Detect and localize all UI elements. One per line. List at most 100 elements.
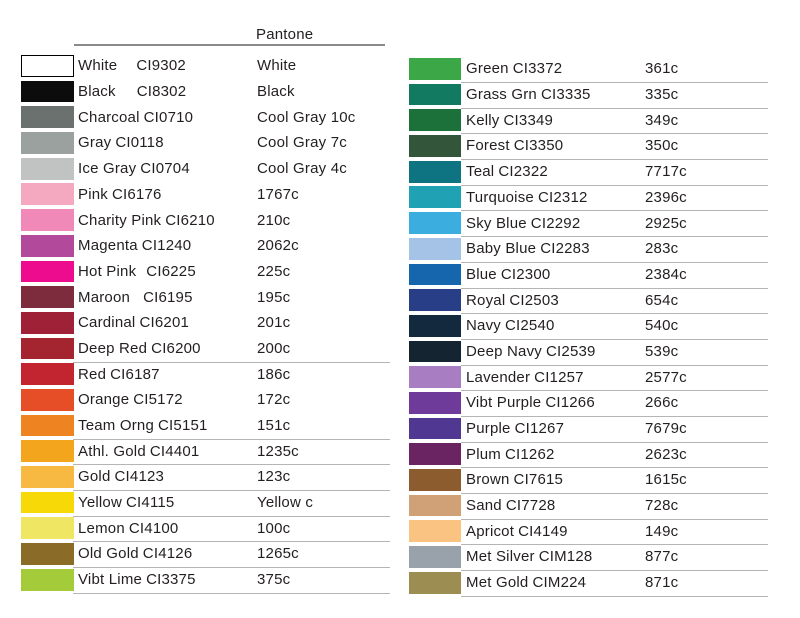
color-label-group: Charity Pink CI6210 [78,209,215,231]
color-name: Ice Gray [78,160,137,178]
color-name: Grass Grn [466,86,537,104]
color-name: Green [466,60,509,78]
pantone-value: 7679c [645,420,687,438]
color-row: Apricot CI4149 149c [409,520,768,546]
row-underline [461,544,768,546]
color-swatch [409,289,461,311]
color-swatch [21,517,74,540]
color-label-group: Brown CI7615 [466,469,563,491]
color-label-group: Grass Grn CI3335 [466,84,591,106]
color-code: CI0118 [115,134,164,152]
color-row: Deep Navy CI2539 539c [409,340,768,367]
color-row: Kelly CI3349 349c [409,109,768,135]
color-row: Maroon CI6195 195c [21,286,390,312]
color-row: Brown CI7615 1615c [409,469,768,495]
color-label-group: Plum CI1262 [466,443,555,465]
color-label-group: Pink CI6176 [78,183,162,205]
color-name: Gold [78,468,111,486]
color-code: CI4126 [142,545,193,563]
color-swatch [21,491,74,514]
color-row: Old Gold CI4126 1265c [21,543,390,569]
color-name: Turquoise [466,188,534,206]
color-code: CI4149 [518,522,568,540]
pantone-value: 540c [645,317,679,335]
color-label-group: Ice Gray CI0704 [78,158,190,180]
color-name: Magenta [78,237,138,255]
color-label-group: Forest CI3350 [466,135,563,157]
color-code: CI3349 [503,111,554,129]
color-swatch [409,469,461,491]
color-code: CI1262 [504,445,555,463]
row-underline [461,390,768,392]
color-row: Orange CI5172 172c [21,388,390,415]
color-name: Pink [78,185,108,203]
color-name: Orange [78,391,130,409]
color-label-group: Met Gold CIM224 [466,572,586,594]
color-code: CI1267 [514,420,565,438]
pantone-value: 225c [257,262,291,280]
color-code: CI3372 [512,60,563,78]
color-label-group: Teal CI2322 [466,161,548,183]
color-row: Pink CI6176 1767c [21,183,390,209]
color-swatch [409,263,461,286]
color-code: CI2292 [530,214,581,232]
color-swatch [21,234,74,257]
color-label-group: Orange CI5172 [78,389,183,411]
row-underline [461,133,768,135]
color-label-group: Gold CI4123 [78,466,164,488]
color-label-group: Turquoise CI2312 [466,186,588,208]
color-swatch [21,157,74,180]
row-underline [73,515,390,517]
color-name: Team Orng [78,417,154,435]
pantone-value: 151c [257,417,291,435]
color-label-group: Green CI3372 [466,58,562,80]
color-label-group: Royal CI2503 [466,289,559,311]
color-label-group: Purple CI1267 [466,418,564,440]
color-row: Sky Blue CI2292 2925c [409,212,768,238]
row-underline [461,159,768,161]
color-swatch [409,135,461,157]
row-underline [461,287,768,289]
color-label-group: Vibt Lime CI3375 [78,569,196,591]
pantone-value: 186c [257,365,291,383]
color-code: CI2322 [498,163,548,181]
color-name: Baby Blue [466,240,537,258]
pantone-value: 877c [645,548,679,566]
color-row: Lavender CI1257 2577c [409,366,768,392]
color-label-group: White CI9302 [78,55,186,77]
color-code: CI7615 [513,471,564,489]
color-row: Charity Pink CI6210 210c [21,209,390,235]
pantone-value: 1767c [257,185,299,203]
color-name: Yellow [78,494,123,512]
color-column-left: White CI9302 White Black CI8302 Black Ch… [21,55,390,594]
row-underline [73,567,390,569]
color-code: CI1266 [545,394,595,412]
color-name: Navy [466,317,501,335]
color-code: CIM224 [532,574,587,592]
color-swatch [409,520,461,543]
color-row: Green CI3372 361c [409,58,768,84]
color-code: CI2540 [504,317,555,335]
pantone-value: 361c [645,60,679,78]
row-underline [461,364,768,366]
color-code: CI6176 [111,185,162,203]
color-name: Gray [78,134,112,152]
color-name: Forest [466,137,510,155]
color-label-group: Black CI8302 [78,81,186,103]
row-underline [73,490,390,491]
color-code: CI0704 [140,160,190,178]
color-name: Met Silver [466,548,535,566]
color-swatch [409,160,461,183]
pantone-value: 2396c [645,188,687,206]
pantone-value: 172c [257,391,291,409]
row-underline [461,570,768,572]
row-underline [461,313,768,315]
color-row: Yellow CI4115 Yellow c [21,491,390,518]
color-row: Gray CI0118 Cool Gray 7c [21,132,390,158]
pantone-value: Cool Gray 7c [257,134,347,152]
color-swatch [21,337,74,360]
color-name: Lemon [78,519,125,537]
color-swatch [21,414,74,437]
color-label-group: Met Silver CIM128 [466,546,592,568]
color-row: Purple CI1267 7679c [409,417,768,444]
